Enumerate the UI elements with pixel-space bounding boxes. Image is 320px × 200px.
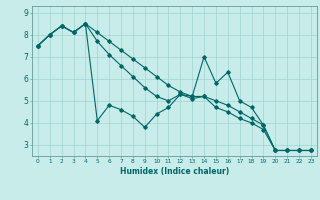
X-axis label: Humidex (Indice chaleur): Humidex (Indice chaleur)	[120, 167, 229, 176]
